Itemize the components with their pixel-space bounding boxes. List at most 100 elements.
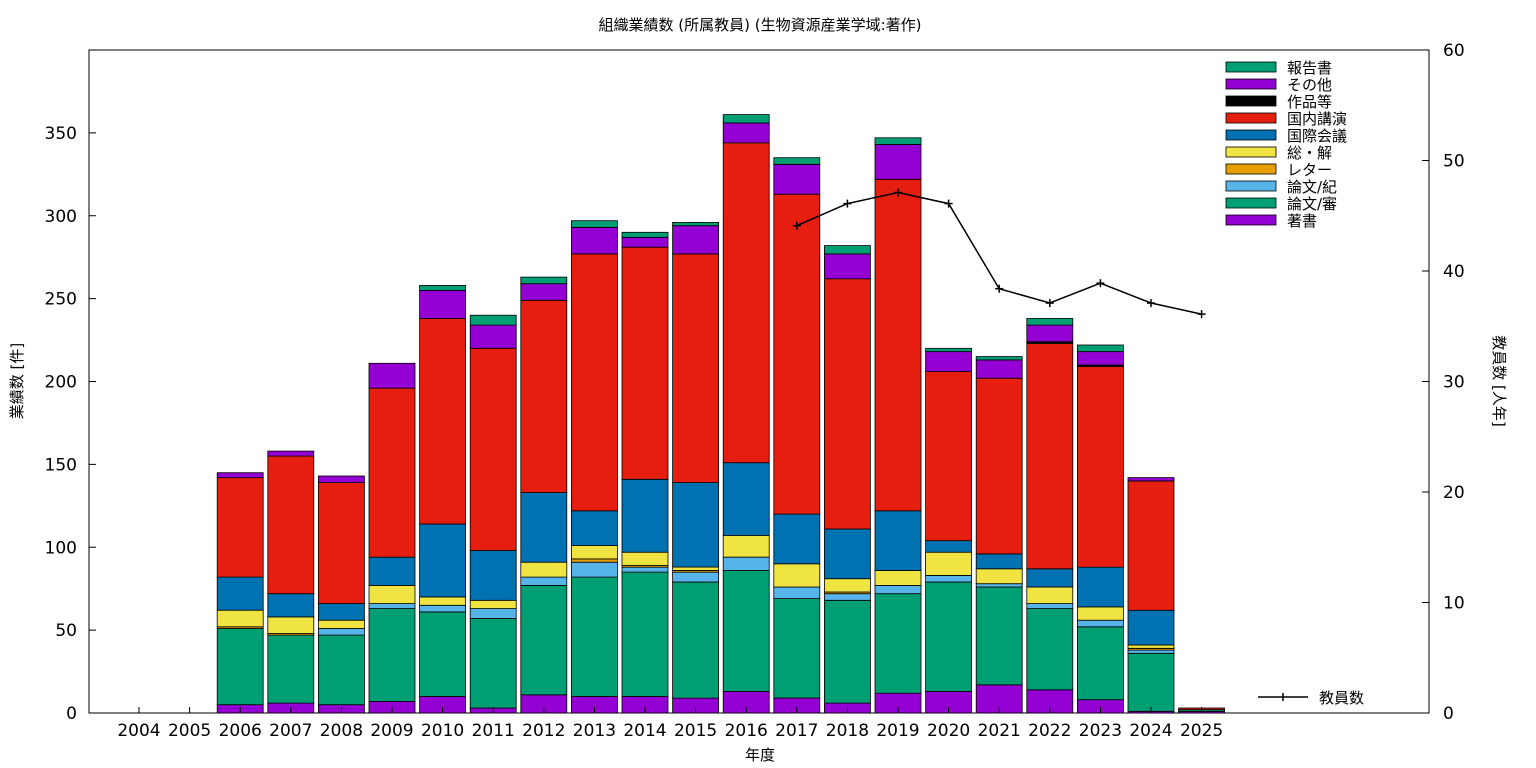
bar-segment-2013-2 — [571, 561, 618, 578]
y-tick-label-5: 250 — [45, 290, 77, 310]
x-tick-label-2016: 2016 — [725, 721, 768, 741]
y2-tick-label-5: 50 — [1443, 152, 1465, 172]
legend-swatch-8 — [1225, 197, 1277, 209]
legend-label-7: 論文/紀 — [1287, 178, 1337, 196]
x-tick-label-2015: 2015 — [674, 721, 717, 741]
x-tick-label-2019: 2019 — [876, 721, 919, 741]
bar-segment-2022-2 — [1026, 603, 1074, 609]
bar-segment-2015-6 — [672, 253, 719, 483]
bar-segment-2018-6 — [824, 278, 871, 530]
x-tick-label-2020: 2020 — [927, 721, 970, 741]
bar-segment-2009-8 — [368, 362, 416, 389]
bar-segment-2013-9 — [571, 220, 618, 228]
x-tick-label-2023: 2023 — [1079, 721, 1122, 741]
bar-segment-2021-1 — [975, 586, 1023, 686]
legend-swatch-9 — [1225, 214, 1277, 226]
bar-segment-2010-5 — [419, 523, 467, 598]
y-tick-label-0: 0 — [66, 704, 77, 724]
x-tick-label-2011: 2011 — [472, 721, 515, 741]
bar-segment-2016-9 — [722, 114, 770, 124]
bar-segment-2006-5 — [216, 576, 264, 611]
legend-swatch-6 — [1225, 163, 1277, 175]
bar-segment-2012-1 — [520, 585, 568, 696]
bar-segment-2008-5 — [317, 603, 365, 621]
bar-segment-2010-8 — [419, 289, 467, 319]
bar-segment-2018-5 — [824, 528, 871, 580]
bar-segment-2023-1 — [1077, 626, 1124, 701]
legend-label-9: 著書 — [1287, 212, 1317, 230]
bar-segment-2018-8 — [824, 253, 871, 280]
bar-segment-2021-5 — [975, 553, 1023, 570]
bar-segment-2013-8 — [571, 226, 618, 255]
legend-swatch-2 — [1225, 95, 1277, 107]
teacher-count-point-2020 — [944, 199, 953, 208]
bar-segment-2022-9 — [1026, 318, 1074, 326]
bar-segment-2015-1 — [672, 581, 719, 699]
legend-swatch-4 — [1225, 129, 1277, 141]
bar-segment-2024-8 — [1127, 477, 1175, 482]
bar-segment-2018-4 — [824, 578, 871, 593]
bar-segment-2019-9 — [874, 137, 922, 145]
bar-segment-2023-8 — [1077, 351, 1124, 366]
x-tick-label-2018: 2018 — [826, 721, 869, 741]
y2-axis-label: 教員数 [人年] — [1490, 335, 1508, 426]
legend-label-8: 論文/審 — [1287, 195, 1337, 213]
bar-segment-2021-2 — [975, 583, 1023, 588]
bar-segment-2022-1 — [1026, 608, 1074, 691]
legend-label-4: 国際会議 — [1287, 127, 1347, 145]
bar-segment-2012-6 — [520, 299, 568, 493]
legend-swatch-0 — [1225, 61, 1277, 73]
bar-segment-2024-1 — [1127, 652, 1175, 712]
bar-segment-2015-5 — [672, 482, 719, 568]
bar-segment-2015-4 — [672, 566, 719, 571]
bar-segment-2023-2 — [1077, 619, 1124, 628]
bar-segment-2020-5 — [925, 540, 972, 553]
bar-segment-2019-6 — [874, 178, 922, 512]
y-tick-label-6: 300 — [45, 207, 77, 227]
bar-segment-2024-5 — [1127, 609, 1175, 646]
bar-segment-2023-6 — [1077, 366, 1124, 568]
bar-segment-2011-8 — [469, 324, 517, 349]
y-tick-label-1: 50 — [55, 621, 77, 641]
legend-swatch-5 — [1225, 146, 1277, 158]
legend-swatch-7 — [1225, 180, 1277, 192]
legend-swatch-3 — [1225, 112, 1277, 124]
teacher-count-point-2025 — [1197, 310, 1206, 319]
bar-segment-2013-3 — [571, 558, 618, 563]
bar-segment-2017-6 — [773, 193, 821, 515]
bar-segment-2019-2 — [874, 585, 922, 595]
y-tick-label-3: 150 — [45, 455, 77, 475]
bar-segment-2021-8 — [975, 359, 1023, 379]
teacher-count-point-2023 — [1096, 279, 1105, 288]
bar-segment-2016-6 — [722, 142, 770, 464]
y2-tick-label-6: 60 — [1443, 41, 1465, 61]
bar-segment-2011-9 — [469, 314, 517, 326]
y-axis-label: 業績数 [件] — [8, 343, 26, 419]
y2-tick-label-2: 20 — [1443, 483, 1465, 503]
y-tick-label-4: 200 — [45, 373, 77, 393]
teacher-count-point-2024 — [1147, 299, 1155, 308]
bar-segment-2012-4 — [520, 561, 568, 578]
bar-segment-2006-1 — [216, 628, 264, 706]
bar-segment-2015-8 — [672, 225, 719, 255]
bar-segment-2016-8 — [722, 122, 770, 144]
y2-tick-label-4: 40 — [1443, 262, 1465, 282]
bar-segment-2010-2 — [419, 604, 467, 613]
bar-segment-2014-1 — [621, 571, 669, 697]
legend-label-1: その他 — [1287, 76, 1332, 94]
bar-segment-2014-9 — [621, 231, 669, 238]
bar-segment-2024-6 — [1127, 480, 1175, 611]
bar-segment-2012-5 — [520, 492, 568, 563]
legend-label-3: 国内講演 — [1287, 110, 1347, 128]
bar-segment-2020-6 — [925, 371, 972, 542]
line-legend: 教員数 — [1258, 689, 1364, 707]
y2-tick-label-0: 0 — [1443, 704, 1454, 724]
bar-segment-2021-9 — [975, 356, 1023, 361]
bar-segment-2008-6 — [317, 482, 365, 605]
teacher-count-point-2017 — [792, 221, 801, 230]
bar-segment-2018-2 — [824, 593, 871, 601]
line-legend-label: 教員数 — [1319, 689, 1364, 707]
teacher-count-point-2021 — [995, 284, 1004, 293]
x-tick-label-2017: 2017 — [775, 721, 818, 741]
